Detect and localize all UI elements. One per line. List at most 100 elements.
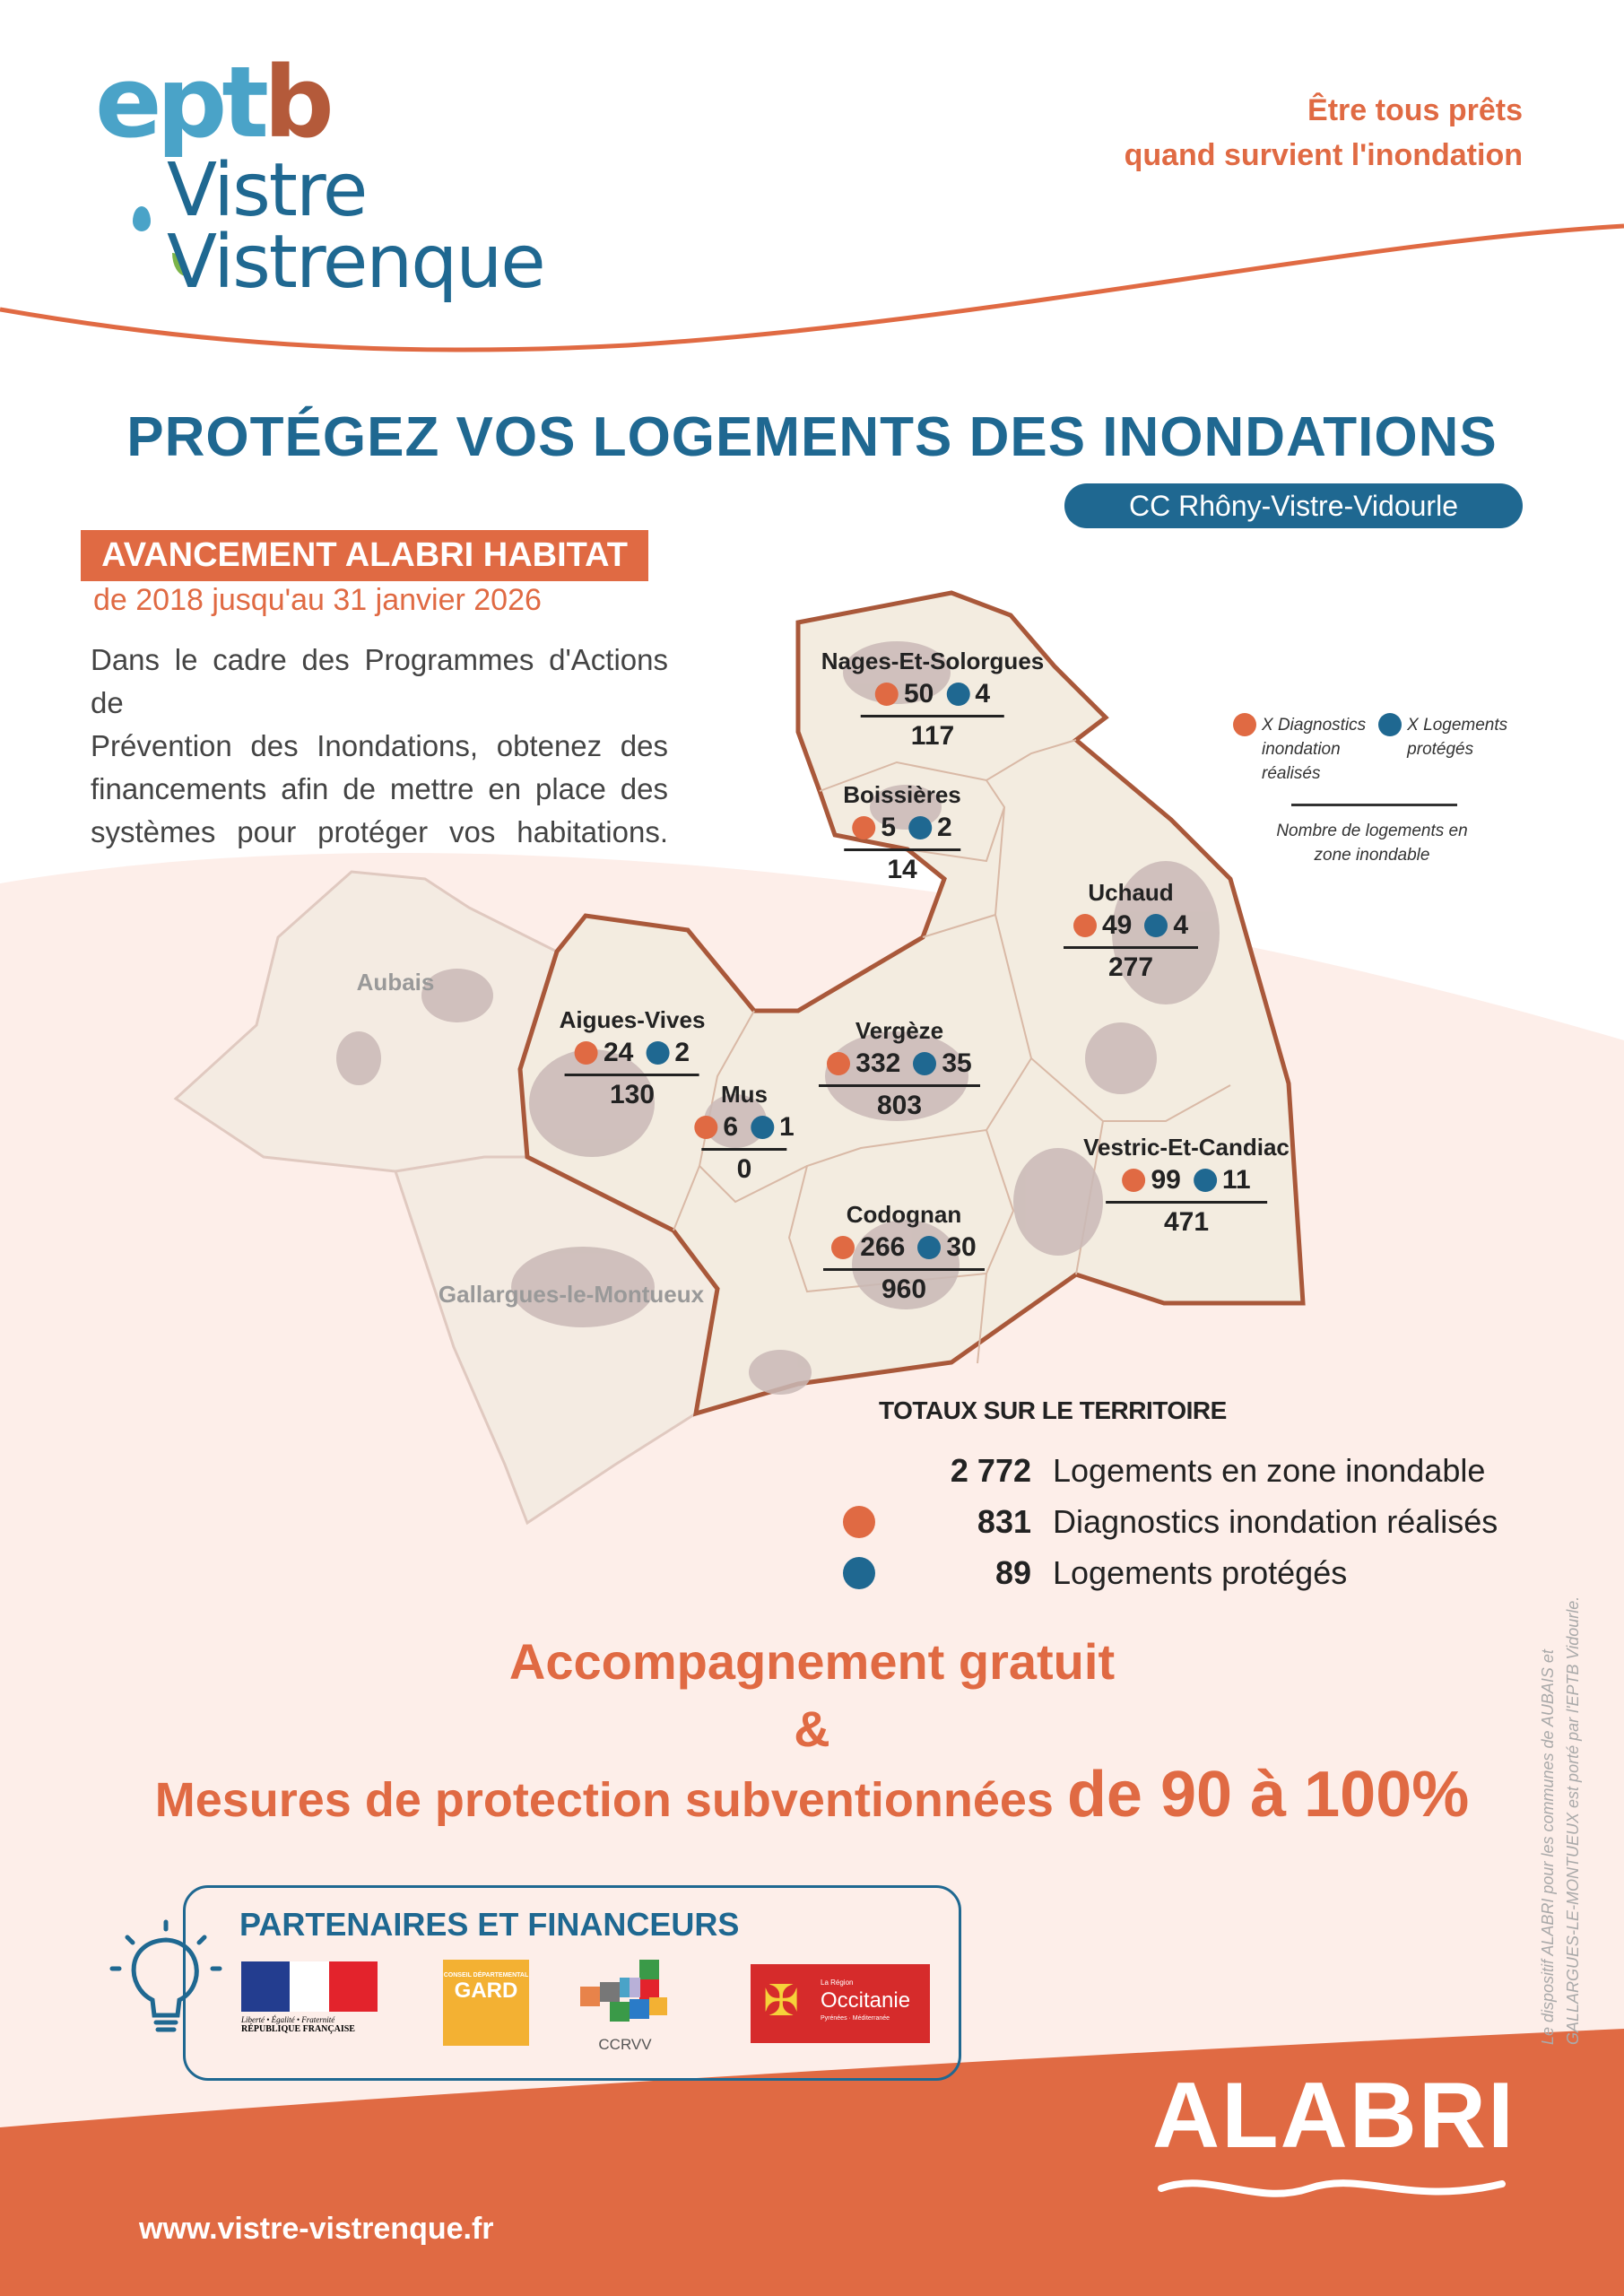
commune-label: Vergèze 332 35 803 — [819, 1017, 980, 1121]
protected-count: 11 — [1221, 1165, 1251, 1195]
logo-eptb: eptb — [95, 45, 334, 160]
logo-b-text: b — [263, 45, 334, 160]
puzzle-icon — [580, 1960, 667, 2022]
orange-dot-icon — [831, 1236, 855, 1259]
partners-heading: PARTENAIRES ET FINANCEURS — [239, 1906, 740, 1943]
totals-row: 2 772 Logements en zone inondable — [843, 1445, 1498, 1496]
legend-diagnostics: X Diagnostics inondation réalisés — [1233, 713, 1366, 786]
blue-dot-icon — [946, 683, 970, 706]
spacer — [843, 1455, 875, 1487]
territory-badge: CC Rhôny-Vistre-Vidourle — [1064, 483, 1523, 528]
offer-ampersand: & — [794, 1700, 830, 1757]
logo-republique-francaise: Liberté • Égalité • Fraternité RÉPUBLIQU… — [241, 1961, 378, 2048]
offer-subsidy-rate: de 90 à 100% — [1066, 1759, 1470, 1831]
footer-band — [0, 2029, 1624, 2296]
orange-dot-icon — [874, 683, 899, 706]
divider — [819, 1084, 980, 1087]
legend-text: réalisés — [1262, 764, 1321, 783]
flood-zone-count: 0 — [736, 1154, 752, 1184]
map-urban-areas — [336, 641, 1220, 1395]
protected-count: 35 — [942, 1048, 972, 1078]
totals-row: 831 Diagnostics inondation réalisés — [843, 1496, 1498, 1547]
commune-values: 99 11 — [1083, 1165, 1290, 1196]
protected-count: 4 — [1173, 910, 1189, 940]
blue-dot-icon — [646, 1041, 670, 1065]
divider — [564, 1074, 699, 1076]
intro-paragraph: Dans le cadre des Programmes d'Actions d… — [91, 639, 668, 854]
divider — [1064, 946, 1198, 949]
blue-dot-icon — [843, 1556, 875, 1589]
flood-zone-count: 277 — [1107, 952, 1154, 982]
commune-name: Aigues-Vives — [559, 1006, 706, 1033]
logo-text: Liberté • Égalité • Fraternité — [241, 2015, 335, 2024]
protected-count: 2 — [937, 813, 952, 842]
flood-zone-count: 803 — [876, 1091, 923, 1120]
offer-free-support: Accompagnement gratuit — [508, 1633, 1116, 1690]
legend-text: Nombre de logements en — [1276, 822, 1468, 840]
flood-zone-count: 130 — [609, 1080, 656, 1109]
commune-label: Vestric-Et-Candiac 99 11 471 — [1083, 1134, 1290, 1238]
totals-value: 89 — [994, 1553, 1031, 1591]
map-legend: X Diagnostics inondation réalisés X Logeme… — [1233, 713, 1529, 867]
legend-text: protégés — [1407, 740, 1474, 759]
divider — [844, 848, 960, 851]
orange-dot-icon — [694, 1116, 718, 1139]
legend-text: X Logements — [1407, 716, 1508, 735]
paragraph-line: financements afin de mettre en place des — [91, 772, 668, 805]
totals-value: 2 772 — [950, 1451, 1031, 1489]
map-boundary — [395, 1155, 527, 1173]
totals-heading: TOTAUX SUR LE TERRITOIRE — [879, 1396, 1227, 1424]
orange-dot-icon — [1233, 713, 1256, 736]
commune-name: Nages-Et-Solorgues — [821, 648, 1045, 674]
totals-value: 831 — [977, 1502, 1031, 1540]
logo-vistre: Vistre — [167, 148, 368, 233]
protected-count: 2 — [674, 1038, 690, 1067]
diagnostics-count: 6 — [723, 1112, 738, 1142]
diagnostics-count: 5 — [881, 813, 896, 842]
paragraph-line: Dans le cadre des Programmes d'Actions d… — [91, 643, 668, 719]
top-wave-divider — [0, 223, 1624, 352]
logo-text: CCRVV — [598, 2036, 652, 2053]
commune-label-aubais: Aubais — [356, 969, 435, 996]
page-title: PROTÉGEZ VOS LOGEMENTS DES INONDATIONS — [126, 406, 1498, 468]
commune-values: 332 35 — [819, 1048, 980, 1079]
commune-name: Codognan — [846, 1201, 962, 1228]
diagnostics-count: 266 — [860, 1232, 906, 1262]
disclaimer-line: Le dispositif ALABRI pour les communes d… — [1539, 1649, 1557, 2045]
commune-label: Aigues-Vives 24 2 130 — [560, 1006, 706, 1110]
flood-zone-count: 14 — [887, 855, 917, 884]
commune-name: Boissières — [843, 781, 961, 808]
logo-gard: CONSEIL DÉPARTEMENTAL GARD — [443, 1960, 529, 2046]
orange-dot-icon — [1122, 1169, 1146, 1192]
diagnostics-count: 50 — [903, 679, 934, 709]
logo-text: Occitanie — [821, 1988, 911, 2013]
commune-name: Mus — [721, 1081, 768, 1108]
diagnostics-count: 24 — [603, 1038, 634, 1067]
disclaimer-line: GALLARGUES-LE-MONTUEUX est porté par l'E… — [1564, 1596, 1582, 2045]
offer-subsidy-text: Mesures de protection subventionnées — [154, 1773, 1054, 1827]
commune-values: 266 30 — [823, 1232, 985, 1263]
blue-dot-icon — [908, 816, 932, 839]
logo-occitanie: ✠ La Région Occitanie Pyrénées · Méditer… — [751, 1964, 930, 2043]
water-drop-icon — [133, 206, 151, 231]
orange-dot-icon — [574, 1041, 598, 1065]
legend-divider — [1291, 804, 1457, 806]
blue-dot-icon — [917, 1236, 942, 1259]
alabri-logo: ALABRI — [1152, 2064, 1515, 2168]
totals-label: Diagnostics inondation réalisés — [1053, 1502, 1498, 1540]
orange-dot-icon — [827, 1052, 851, 1075]
blue-dot-icon — [913, 1052, 937, 1075]
logo-text: GARD — [454, 1979, 518, 2003]
offer-subsidy: Mesures de protection subventionnées de … — [0, 1758, 1624, 1831]
disclaimer: Le dispositif ALABRI pour les communes d… — [1535, 1507, 1585, 2045]
protected-count: 4 — [975, 679, 991, 709]
totals-label: Logements en zone inondable — [1053, 1451, 1486, 1489]
totals-label: Logements protégés — [1053, 1553, 1348, 1591]
website-link[interactable]: www.vistre-vistrenque.fr — [139, 2212, 494, 2246]
commune-label: Codognan 266 30 960 — [823, 1201, 985, 1305]
map-commune-boundaries — [673, 739, 1231, 1364]
legend-total: Nombre de logements en zone inondable — [1264, 819, 1480, 867]
